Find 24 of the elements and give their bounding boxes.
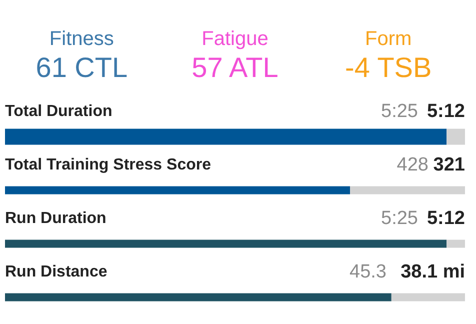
y-tick-label: Total Training Stress Score: [5, 156, 212, 174]
annotation: 38.1 mi: [400, 261, 465, 282]
text: 61 CTL: [36, 52, 128, 83]
text: Fitness: [49, 28, 114, 50]
y-tick-label: Run Duration: [5, 210, 106, 227]
bar: [5, 240, 447, 248]
annotation: 5:12: [426, 100, 465, 122]
annotation: 45.3: [350, 261, 386, 282]
text: -4 TSB: [345, 52, 432, 83]
bar: [5, 293, 392, 302]
y-tick-label: Run Distance: [5, 263, 108, 280]
annotation: 5:25: [381, 100, 418, 122]
y-tick-label: Total Duration: [5, 102, 112, 120]
annotation: 428: [396, 154, 428, 176]
bar: [391, 293, 465, 302]
bar: [350, 186, 465, 194]
text: Fatigue: [202, 28, 268, 50]
annotation: 5:25: [381, 208, 418, 229]
annotation: 321: [433, 154, 466, 176]
annotation: 5:12: [426, 208, 465, 229]
bar: [446, 240, 465, 248]
bar: [5, 186, 350, 194]
text: Form: [364, 28, 412, 50]
text: 57 ATL: [192, 52, 278, 83]
